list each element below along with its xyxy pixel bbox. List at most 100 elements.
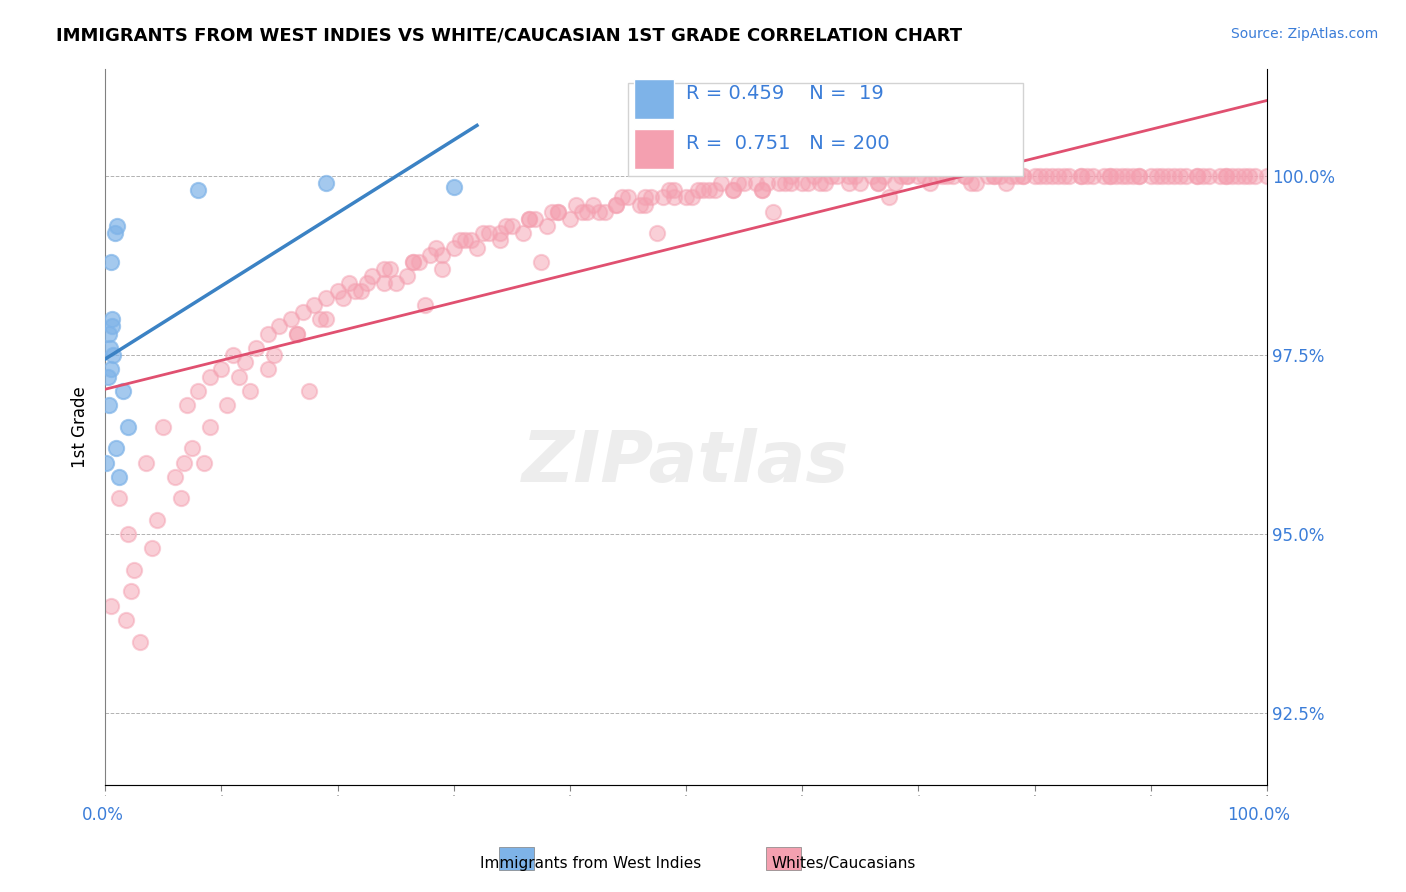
Point [953, 169, 976, 183]
Text: Source: ZipAtlas.com: Source: ZipAtlas.com [1230, 27, 1378, 41]
Point [983, 169, 1005, 183]
Point [1105, 169, 1128, 183]
Point [396, 269, 419, 284]
Point [146, 513, 169, 527]
Point [779, 176, 801, 190]
Point [721, 183, 744, 197]
Point [745, 176, 768, 190]
Point [664, 190, 686, 204]
Point [1070, 169, 1092, 183]
Point [100, 255, 122, 269]
Point [977, 169, 1000, 183]
Point [280, 312, 302, 326]
Text: Whites/Caucasians: Whites/Caucasians [772, 856, 915, 871]
Point [425, 241, 447, 255]
Point [1035, 169, 1057, 183]
Point [512, 227, 534, 241]
Point [198, 419, 221, 434]
Point [797, 176, 820, 190]
Point [454, 234, 477, 248]
Point [890, 169, 912, 183]
Point [449, 234, 471, 248]
Point [1215, 169, 1237, 183]
Point [1099, 169, 1122, 183]
Point [1256, 169, 1278, 183]
Point [912, 169, 935, 183]
Point [593, 204, 616, 219]
Point [686, 183, 709, 197]
Point [337, 277, 360, 291]
Point [501, 219, 523, 233]
Point [103, 227, 125, 241]
Point [430, 248, 453, 262]
Point [959, 176, 981, 190]
Point [571, 204, 593, 219]
Point [692, 183, 714, 197]
Point [460, 234, 482, 248]
Point [413, 298, 436, 312]
Point [792, 176, 814, 190]
Point [217, 398, 239, 412]
Point [1024, 169, 1046, 183]
Point [588, 204, 610, 219]
Point [634, 197, 657, 211]
Point [98, 341, 121, 355]
Point [315, 312, 337, 326]
Point [141, 541, 163, 556]
Point [530, 255, 553, 269]
Point [541, 204, 564, 219]
Point [942, 169, 965, 183]
Point [408, 255, 430, 269]
Point [257, 326, 280, 341]
Point [1052, 169, 1074, 183]
Point [419, 248, 441, 262]
Point [373, 262, 395, 277]
Point [304, 298, 326, 312]
Point [756, 176, 779, 190]
Point [1168, 169, 1191, 183]
Point [825, 169, 848, 183]
Point [1146, 169, 1168, 183]
Point [193, 456, 215, 470]
Point [222, 348, 245, 362]
Point [152, 419, 174, 434]
Point [115, 613, 138, 627]
Point [489, 234, 512, 248]
Point [866, 176, 889, 190]
Point [640, 190, 662, 204]
Point [936, 169, 959, 183]
Point [634, 190, 657, 204]
Point [651, 190, 673, 204]
Point [1046, 169, 1069, 183]
Text: R =  0.751   N = 200: R = 0.751 N = 200 [686, 134, 890, 153]
Point [1111, 169, 1133, 183]
Point [285, 326, 308, 341]
Point [315, 176, 337, 190]
Text: 100.0%: 100.0% [1227, 806, 1291, 824]
Point [245, 341, 267, 355]
Point [1116, 169, 1139, 183]
Point [605, 197, 627, 211]
Point [1099, 169, 1122, 183]
Point [536, 219, 558, 233]
Point [209, 362, 232, 376]
Point [105, 219, 128, 233]
Text: R = 0.459    N =  19: R = 0.459 N = 19 [686, 84, 884, 103]
Point [117, 527, 139, 541]
Point [1233, 169, 1256, 183]
Point [402, 255, 425, 269]
Point [931, 169, 953, 183]
Point [849, 176, 872, 190]
Point [100, 599, 122, 613]
Point [681, 190, 703, 204]
Point [477, 227, 499, 241]
Point [1029, 169, 1052, 183]
Point [176, 398, 198, 412]
Point [517, 211, 540, 226]
Point [1209, 169, 1232, 183]
Point [96, 369, 118, 384]
Point [117, 419, 139, 434]
Point [465, 241, 488, 255]
Text: 0.0%: 0.0% [82, 806, 124, 824]
Point [896, 169, 918, 183]
